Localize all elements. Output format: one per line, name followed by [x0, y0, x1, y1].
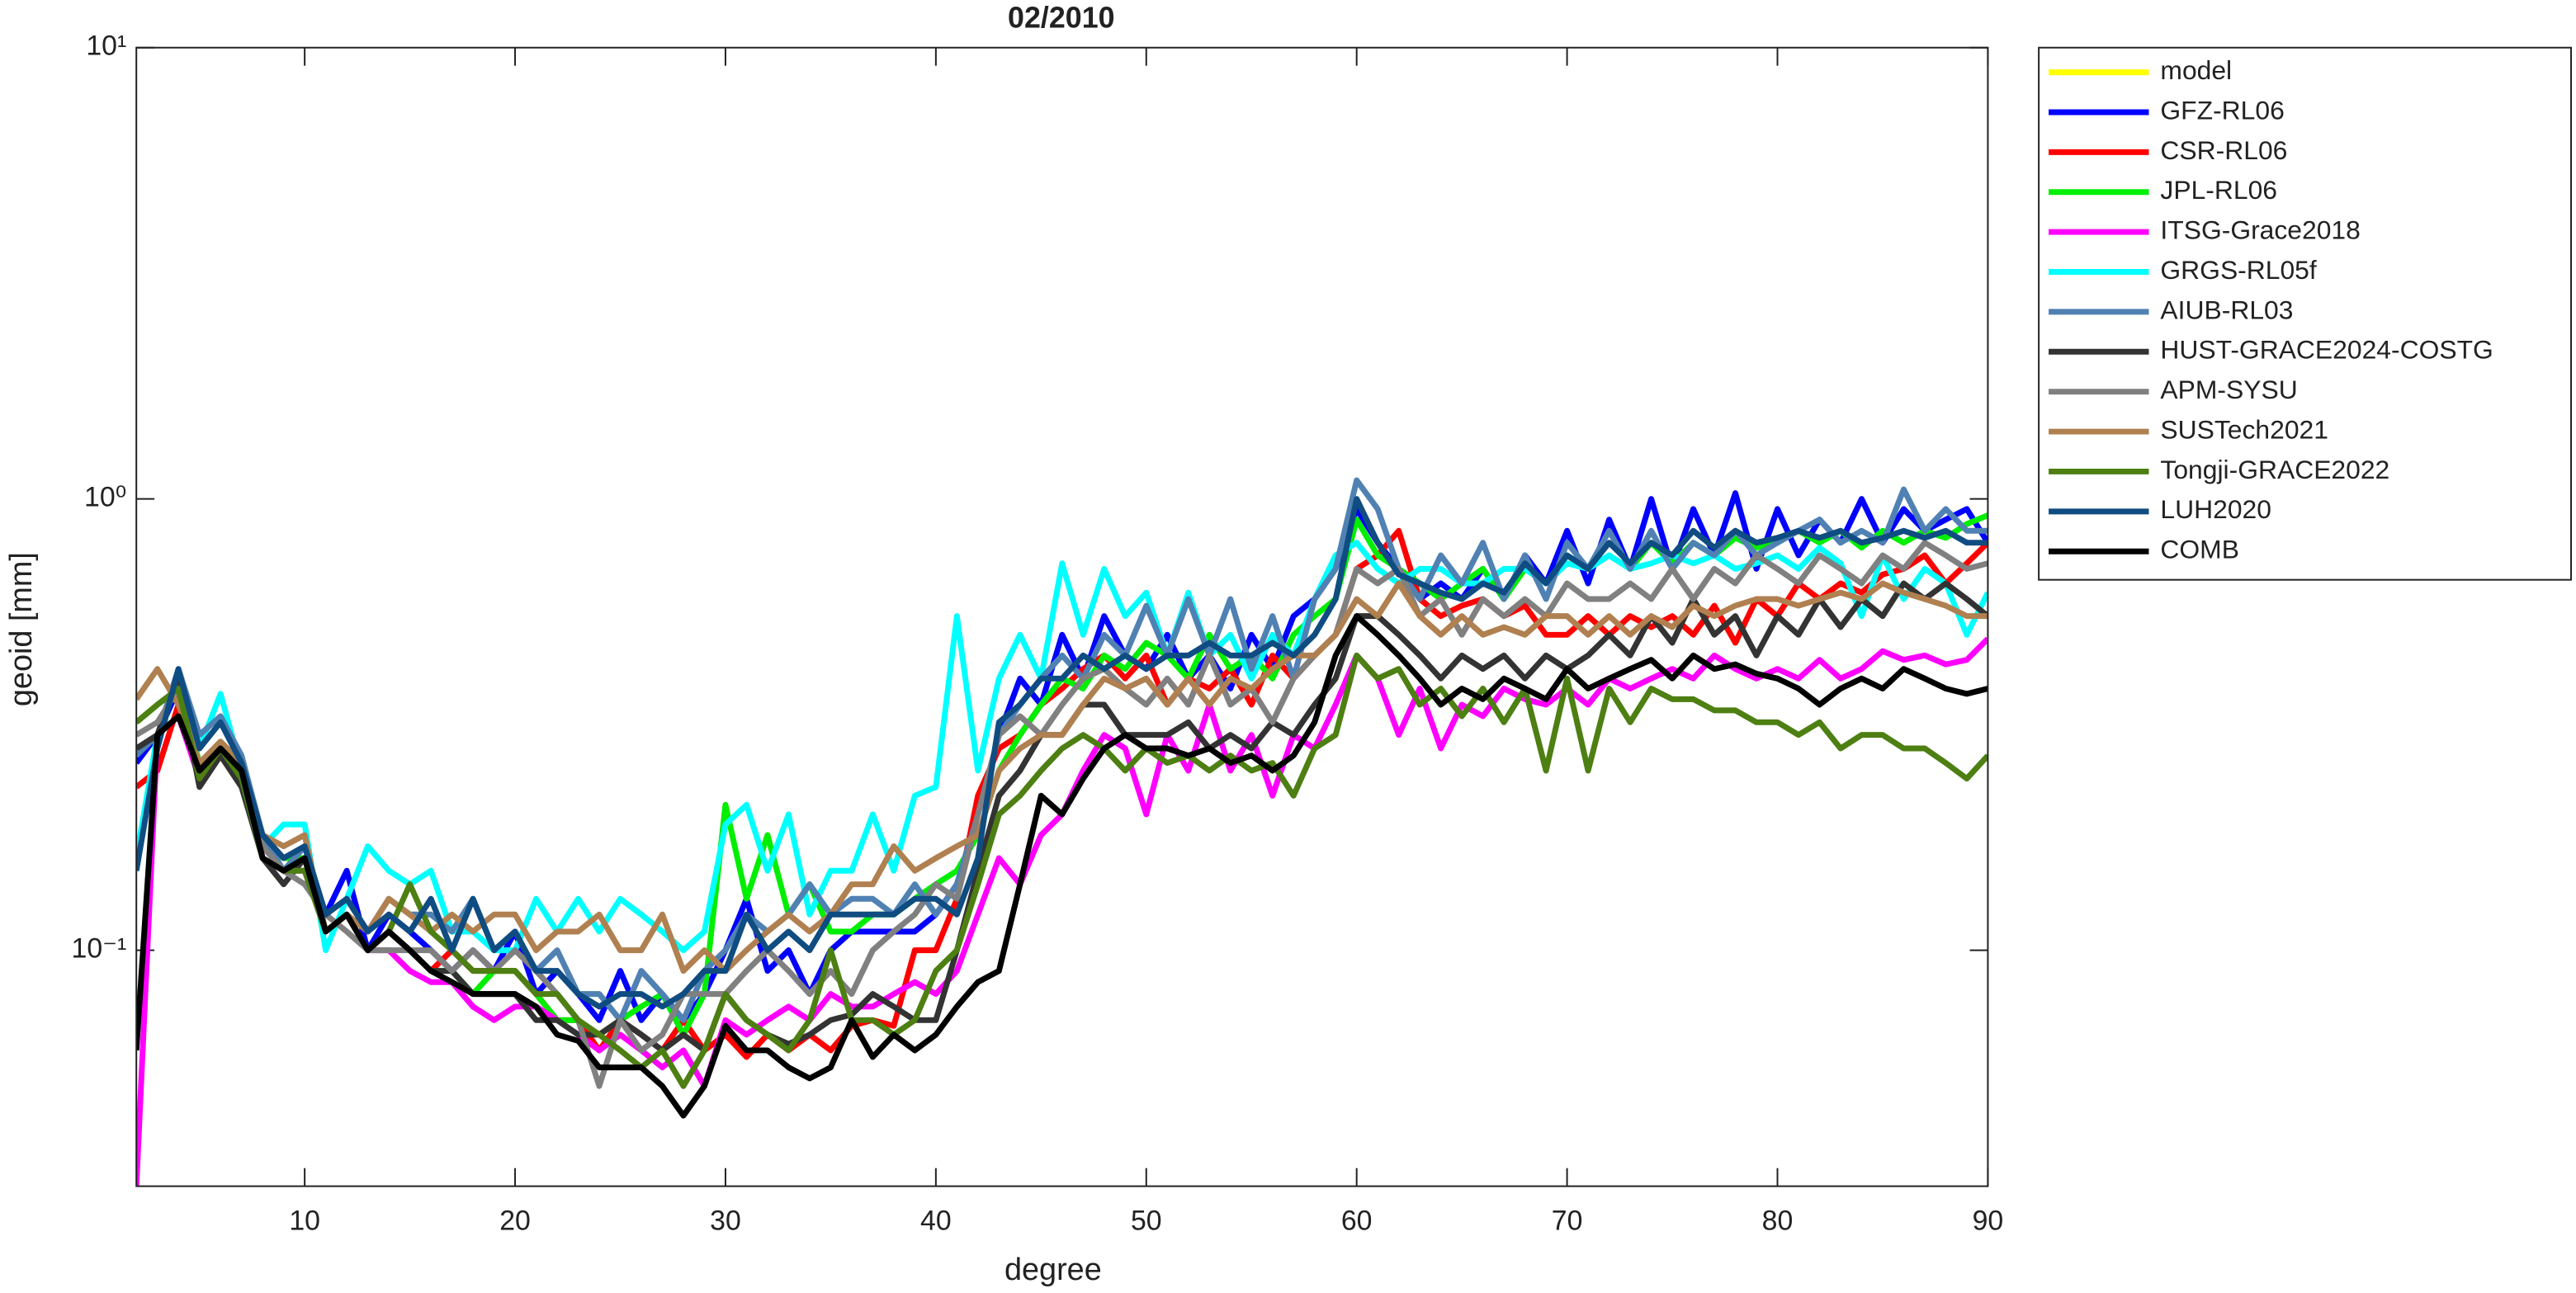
x-tick-label: 60	[1341, 1205, 1373, 1236]
x-tick-label: 50	[1131, 1205, 1162, 1236]
y-axis-label: geoid [mm]	[4, 552, 39, 706]
series-line	[136, 652, 1988, 1089]
legend-label: AIUB-RL03	[2160, 295, 2293, 324]
legend-label: GRGS-RL05f	[2160, 255, 2316, 285]
series-line	[136, 540, 1988, 1089]
legend-label: ITSG-Grace2018	[2160, 215, 2360, 245]
axes-frame	[135, 46, 1989, 1187]
series-line	[136, 613, 1988, 1119]
x-tick-label: 90	[1973, 1205, 2004, 1236]
x-tick-label: 70	[1552, 1205, 1583, 1236]
legend-label: model	[2160, 55, 2232, 85]
series-line	[136, 580, 1988, 974]
legend-label: COMB	[2160, 535, 2239, 564]
y-tick-label: 10⁻¹	[72, 933, 127, 965]
y-tick-label: 10⁰	[84, 482, 126, 513]
x-tick-label: 10	[289, 1205, 320, 1236]
chart-title: 02/2010	[1008, 1, 1114, 34]
legend-label: SUSTech2021	[2160, 414, 2328, 444]
legend-label: JPL-RL06	[2160, 175, 2277, 205]
legend-label: GFZ-RL06	[2160, 95, 2284, 125]
series-line	[136, 496, 1988, 1010]
legend-label: Tongji-GRACE2022	[2160, 455, 2389, 484]
y-tick-label: 10¹	[86, 31, 126, 62]
legend-label: LUH2020	[2160, 494, 2271, 524]
x-tick-label: 30	[710, 1205, 741, 1236]
legend-label: APM-SYSU	[2160, 375, 2297, 404]
legend-label: CSR-RL06	[2160, 135, 2287, 165]
x-tick-label: 80	[1762, 1205, 1794, 1236]
x-axis-label: degree	[1004, 1253, 1102, 1287]
x-tick-label: 20	[499, 1205, 531, 1236]
x-tick-label: 40	[920, 1205, 952, 1236]
legend-label: HUST-GRACE2024-COSTG	[2160, 335, 2493, 365]
